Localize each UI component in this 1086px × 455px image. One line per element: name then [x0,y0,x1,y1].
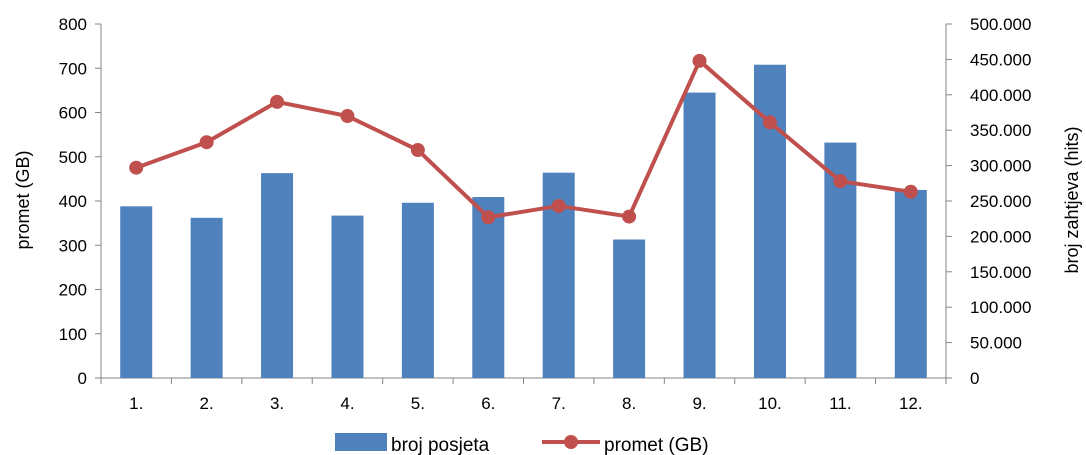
line-point [692,53,707,68]
bar [261,173,294,378]
y-tick-label-left: 100 [59,325,87,344]
bar [401,202,434,378]
y-tick-label-left: 400 [59,192,87,211]
y-axis-title-right: broj zahtjeva (hits) [1062,126,1082,273]
x-tick-label: 6. [481,394,495,413]
axes [95,23,952,384]
x-tick-label: 2. [200,394,214,413]
line-point [833,174,848,189]
line-point [410,143,425,158]
x-tick-label: 7. [552,394,566,413]
x-tick-label: 4. [340,394,354,413]
line-point [481,210,496,225]
bar-series [120,64,927,379]
line-point [340,109,355,124]
line-point [270,94,285,109]
y-tick-label-right: 100.000 [970,298,1031,317]
bar [120,206,153,378]
x-tick-label: 12. [899,394,923,413]
legend-swatch-marker [564,435,578,449]
y-tick-label-left: 700 [59,59,87,78]
bar [472,197,505,378]
x-tick-label: 10. [758,394,782,413]
line-point [551,198,566,213]
y-axis-title-left: promet (GB) [13,150,33,249]
bar [190,217,223,378]
y-tick-label-right: 300.000 [970,157,1031,176]
bar [331,215,364,378]
line-point [129,160,144,175]
y-tick-label-right: 350.000 [970,121,1031,140]
line-point [199,135,214,150]
line-series [129,53,918,225]
line-point [622,209,637,224]
x-tick-label: 9. [692,394,706,413]
line-point [762,115,777,130]
y-tick-label-left: 800 [59,15,87,34]
legend-label-bar: broj posjeta [391,435,490,455]
y-tick-label-left: 200 [59,281,87,300]
y-tick-label-right: 250.000 [970,192,1031,211]
legend-swatch-bar [335,433,387,451]
bar [683,92,716,379]
x-tick-label: 11. [829,394,851,413]
y-tick-label-left: 500 [59,148,87,167]
y-tick-label-left: 300 [59,236,87,255]
y-tick-label-right: 50.000 [970,334,1022,353]
y-tick-label-right: 200.000 [970,227,1031,246]
y-tick-label-left: 0 [78,369,87,388]
tick-labels: 0 100 200 300 400 500 600 700 800 0 50.000 100.000 1… [59,15,1032,413]
x-tick-label: 1. [129,394,143,413]
y-tick-label-left: 600 [59,104,87,123]
bar [894,189,927,378]
y-tick-label-right: 0 [970,369,979,388]
line-path [135,58,912,220]
bar [613,239,646,378]
y-tick-label-right: 500.000 [970,15,1031,34]
y-tick-label-right: 450.000 [970,50,1031,69]
legend-label-line: promet (GB) [604,435,709,455]
y-tick-label-right: 400.000 [970,86,1031,105]
y-tick-label-right: 150.000 [970,263,1031,282]
legend: broj posjeta promet (GB) [335,433,709,455]
x-tick-label: 3. [270,394,284,413]
line-point [903,184,918,199]
x-tick-label: 5. [411,394,425,413]
x-tick-label: 8. [622,394,636,413]
